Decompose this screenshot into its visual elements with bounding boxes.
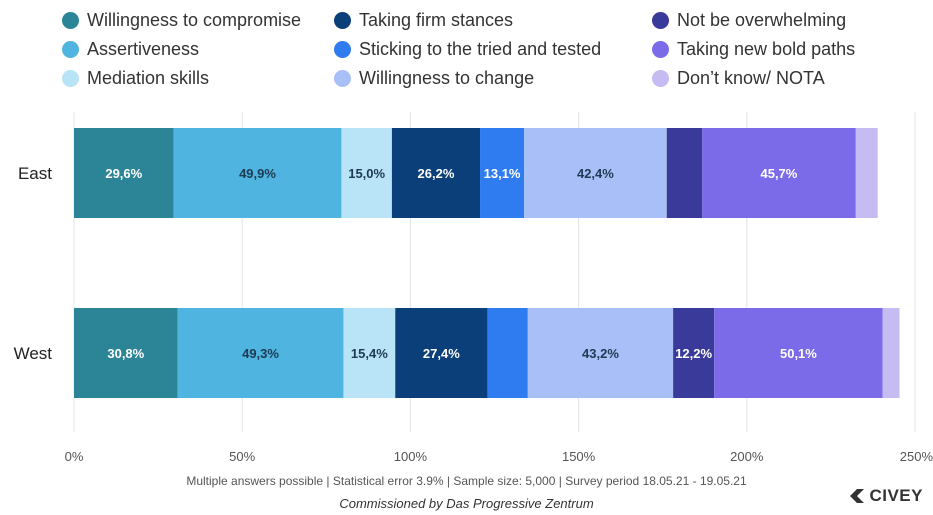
bar-value-label: 30,8%	[107, 346, 144, 361]
brand-name: CIVEY	[869, 486, 923, 505]
bar-segment	[673, 308, 715, 398]
bar-segment	[480, 128, 525, 218]
legend-swatch	[652, 41, 669, 58]
x-tick-label: 150%	[562, 449, 596, 464]
legend-swatch	[334, 12, 351, 29]
x-tick-label: 250%	[900, 449, 933, 464]
legend-label: Sticking to the tried and tested	[359, 39, 602, 59]
x-tick-label: 0%	[65, 449, 84, 464]
commission-note: Commissioned by Das Progressive Zentrum	[339, 496, 594, 511]
civey-logo-icon	[849, 488, 865, 504]
legend-item: Taking firm stances	[334, 10, 513, 31]
bar-value-label: 26,2%	[418, 166, 455, 181]
bar-segment	[74, 308, 178, 398]
legend-label: Assertiveness	[87, 39, 200, 59]
bar-value-label: 49,9%	[239, 166, 276, 181]
bar-segment	[177, 308, 344, 398]
bar-segment	[882, 308, 900, 398]
legend-label: Not be overwhelming	[677, 10, 847, 30]
bar-segment	[173, 128, 342, 218]
bar-segment	[395, 308, 488, 398]
legend-item: Willingness to compromise	[62, 10, 301, 31]
chart-legend: Willingness to compromise Assertiveness Me…	[0, 0, 933, 100]
bar-value-label: 42,4%	[577, 166, 614, 181]
legend-item: Assertiveness	[62, 39, 199, 60]
chart-footnote: Multiple answers possible | Statistical …	[186, 474, 747, 488]
bar-segment	[74, 128, 174, 218]
bar-segment	[524, 128, 667, 218]
bar-value-label: 13,1%	[484, 166, 521, 181]
legend-swatch	[334, 70, 351, 87]
legend-swatch	[652, 12, 669, 29]
legend-swatch	[652, 70, 669, 87]
bar-segment	[391, 128, 481, 218]
x-tick-label: 200%	[730, 449, 764, 464]
bar-segment	[714, 308, 883, 398]
legend-label: Taking firm stances	[359, 10, 514, 30]
legend-label: Willingness to compromise	[87, 10, 302, 30]
legend-label: Taking new bold paths	[677, 39, 856, 59]
bar-segment	[487, 308, 528, 398]
stacked-bar-chart: 0% 50% 100% 150% 200% 250% East West 29,6% 49,9% 1…	[14, 112, 933, 464]
legend-item: Mediation skills	[62, 68, 209, 89]
bar-value-label: 15,4%	[351, 346, 388, 361]
legend-item: Don’t know/ NOTA	[652, 68, 825, 89]
legend-swatch	[62, 70, 79, 87]
bar-value-label: 12,2%	[675, 346, 712, 361]
bar-segment	[666, 128, 703, 218]
legend-item: Willingness to change	[334, 68, 534, 89]
bar-segment	[343, 308, 396, 398]
brand-logo: CIVEY	[849, 486, 923, 506]
legend-item: Sticking to the tried and tested	[334, 39, 601, 60]
bar-value-label: 15,0%	[348, 166, 385, 181]
legend-label: Don’t know/ NOTA	[677, 68, 825, 88]
x-tick-label: 100%	[394, 449, 428, 464]
legend-swatch	[62, 41, 79, 58]
bar-segment	[702, 128, 856, 218]
x-tick-label: 50%	[229, 449, 255, 464]
bar-segment	[341, 128, 392, 218]
legend-label: Mediation skills	[87, 68, 210, 88]
bar-value-label: 43,2%	[582, 346, 619, 361]
category-label: West	[14, 344, 53, 363]
legend-item: Taking new bold paths	[652, 39, 855, 60]
legend-item: Not be overwhelming	[652, 10, 846, 31]
category-label: East	[18, 164, 52, 183]
bar-segment	[527, 308, 674, 398]
bar-value-label: 45,7%	[760, 166, 797, 181]
bar-value-label: 49,3%	[242, 346, 279, 361]
bar-value-label: 29,6%	[105, 166, 142, 181]
bar-value-label: 27,4%	[423, 346, 460, 361]
legend-swatch	[334, 41, 351, 58]
bar-segment	[855, 128, 878, 218]
legend-swatch	[62, 12, 79, 29]
legend-label: Willingness to change	[359, 68, 535, 88]
bar-value-label: 50,1%	[780, 346, 817, 361]
